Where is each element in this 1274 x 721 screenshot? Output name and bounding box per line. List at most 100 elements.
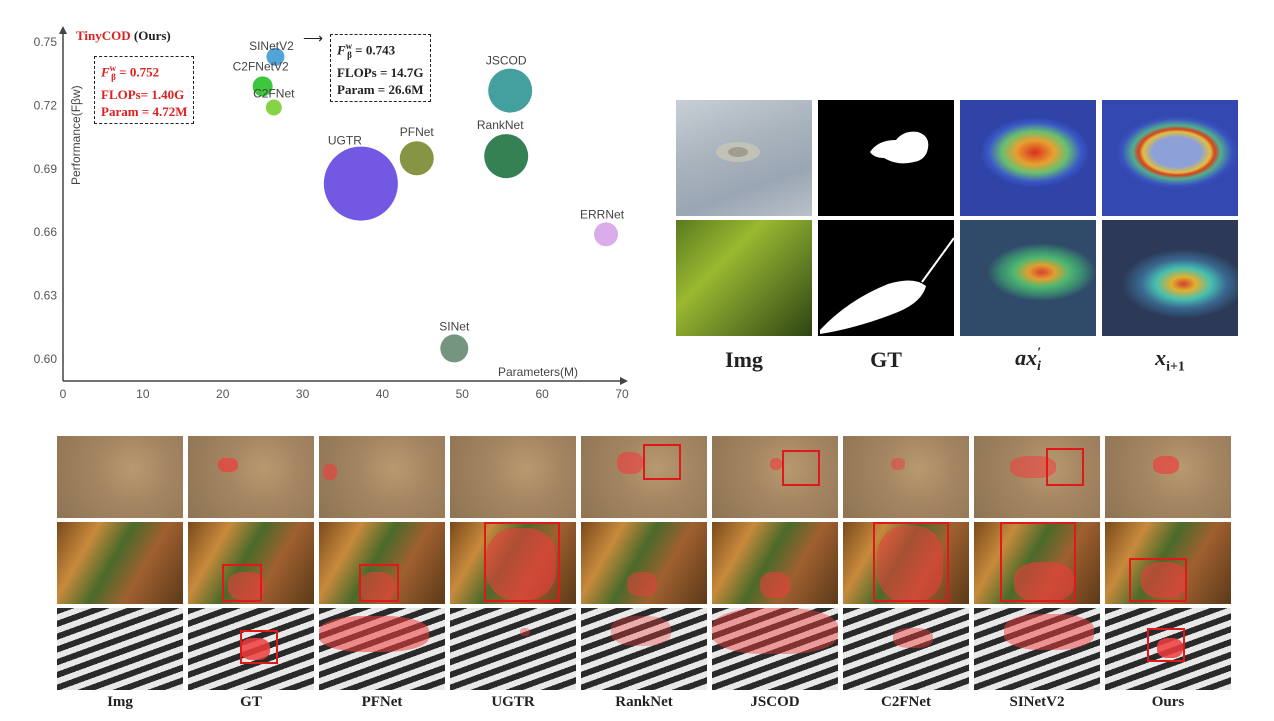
bubble-jscod bbox=[488, 68, 533, 113]
ax-sub: i bbox=[1037, 359, 1041, 375]
prediction-overlay bbox=[486, 528, 556, 600]
highlight-box bbox=[222, 564, 262, 602]
fbeta-sup: w bbox=[109, 63, 117, 73]
comparison-tile-jscod-row3 bbox=[712, 608, 838, 690]
ours-annotation-box: Fwβ = 0.752 FLOPs= 1.40G Param = 4.72M bbox=[94, 56, 195, 124]
gt-mask bbox=[870, 131, 929, 164]
highlight-box bbox=[1147, 628, 1185, 662]
y-tick-label: 0.60 bbox=[34, 352, 58, 366]
chart-ticks: 0 10 20 30 40 50 60 70 0.60 0.63 0.66 0.69 0.72 0.75 bbox=[34, 35, 629, 401]
fbeta-symbol: F bbox=[101, 64, 110, 80]
label-c2fnet: C2FNet bbox=[253, 87, 295, 101]
prediction-overlay bbox=[228, 572, 264, 600]
y-tick-label: 0.72 bbox=[34, 98, 58, 112]
bubble-ranknet bbox=[484, 134, 529, 179]
prediction-overlay bbox=[520, 628, 530, 636]
prediction-overlay bbox=[611, 616, 671, 646]
sinetv2-param: Param = 26.6M bbox=[337, 81, 424, 97]
bubble-pfnet bbox=[399, 141, 434, 176]
attn-img-row1 bbox=[676, 100, 812, 216]
comparison-tile-jscod-row2 bbox=[712, 522, 838, 604]
prediction-overlay bbox=[359, 572, 395, 602]
comparison-col-label-gt: GT bbox=[240, 694, 262, 710]
attn-img-row2 bbox=[676, 220, 812, 336]
comparison-tile-ours-row2 bbox=[1105, 522, 1231, 604]
comparison-tile-img-row2 bbox=[57, 522, 183, 604]
comparison-tile-c2fnet-row1 bbox=[843, 436, 969, 518]
attn-col-ax: ax′i bbox=[960, 345, 1096, 375]
x-tick-label: 50 bbox=[456, 387, 470, 401]
highlight-box bbox=[873, 522, 949, 602]
bubble-c2fnet bbox=[265, 99, 282, 116]
label-sinetv2: SINetV2 bbox=[249, 39, 294, 53]
comparison-tile-ugtr-row2 bbox=[450, 522, 576, 604]
highlight-box bbox=[782, 450, 820, 486]
bubble-sinet bbox=[440, 334, 469, 363]
comparison-tile-ranknet-row1 bbox=[581, 436, 707, 518]
sinetv2-annotation-box: Fwβ = 0.743 FLOPs = 14.7G Param = 26.6M bbox=[330, 34, 431, 102]
comparison-tile-ours-row3 bbox=[1105, 608, 1231, 690]
ours-param: Param = 4.72M bbox=[101, 103, 188, 119]
bubble-chart: 0 10 20 30 40 50 60 700.600.630.660.690.720.75 … bbox=[34, 26, 629, 401]
prediction-overlay bbox=[893, 628, 933, 648]
prediction-overlay bbox=[1014, 562, 1074, 602]
ours-title: TinyCOD (Ours) bbox=[76, 28, 171, 44]
x-sub: i+1 bbox=[1166, 359, 1185, 375]
ours-fbeta: Fwβ = 0.752 bbox=[101, 60, 187, 86]
label-pfnet: PFNet bbox=[400, 125, 435, 139]
bubble-c2fnetv2 bbox=[252, 76, 273, 97]
sand-crab-image bbox=[716, 142, 760, 162]
comparison-col-label-sinetv2: SINetV2 bbox=[1009, 694, 1065, 710]
prediction-overlay bbox=[617, 452, 643, 474]
y-tick-label: 0.63 bbox=[34, 289, 58, 303]
attn-x-row1 bbox=[1102, 100, 1238, 216]
x-tick-label: 40 bbox=[376, 387, 390, 401]
comparison-tile-pfnet-row2 bbox=[319, 522, 445, 604]
highlight-box bbox=[484, 522, 560, 602]
fbeta-symbol: F bbox=[337, 42, 346, 58]
ours-flops: FLOPs= 1.40G bbox=[101, 86, 185, 102]
ours-title-suffix: (Ours) bbox=[130, 28, 171, 43]
y-tick-label: 0.66 bbox=[34, 225, 58, 239]
prediction-overlay bbox=[240, 638, 270, 660]
prediction-overlay bbox=[712, 608, 838, 654]
y-axis-label: Performance(Fβw) bbox=[69, 85, 83, 185]
attn-x-row2 bbox=[1102, 220, 1238, 336]
comparison-tile-img-row1 bbox=[57, 436, 183, 518]
fbeta-sub: β bbox=[111, 71, 116, 82]
highlight-box bbox=[1046, 448, 1084, 486]
prediction-overlay bbox=[1141, 562, 1187, 598]
comparison-tile-ranknet-row3 bbox=[581, 608, 707, 690]
bubble-errnet bbox=[594, 222, 619, 247]
comparison-tile-ugtr-row1 bbox=[450, 436, 576, 518]
x-tick-label: 60 bbox=[535, 387, 549, 401]
attn-col-x: xi+1 bbox=[1102, 345, 1238, 375]
comparison-tile-sinetv2-row2 bbox=[974, 522, 1100, 604]
prediction-overlay bbox=[1153, 456, 1179, 474]
gt-mask bbox=[820, 237, 954, 334]
label-c2fnetv2: C2FNetV2 bbox=[233, 59, 289, 73]
comparison-col-label-pfnet: PFNet bbox=[361, 694, 403, 710]
comparison-tile-ranknet-row2 bbox=[581, 522, 707, 604]
comparison-tile-pfnet-row3 bbox=[319, 608, 445, 690]
highlight-box bbox=[240, 630, 278, 664]
x-main: x bbox=[1155, 345, 1167, 370]
prediction-overlay bbox=[218, 458, 238, 472]
x-tick-label: 70 bbox=[615, 387, 629, 401]
ours-title-highlight: TinyCOD bbox=[76, 28, 131, 43]
label-ranknet: RankNet bbox=[477, 118, 524, 132]
comparison-tile-gt-row3 bbox=[188, 608, 314, 690]
sinetv2-fbeta-value: = 0.743 bbox=[355, 42, 396, 58]
chart-point-labels: SINetV2 C2FNetV2 C2FNet JSCOD UGTR PFNet RankN… bbox=[233, 39, 625, 334]
comparison-col-label-c2fnet: C2FNet bbox=[881, 694, 931, 710]
ours-fbeta-value: = 0.752 bbox=[119, 64, 160, 80]
label-ugtr: UGTR bbox=[328, 134, 362, 148]
highlight-box bbox=[359, 564, 399, 602]
comparison-tile-pfnet-row1 bbox=[319, 436, 445, 518]
sinetv2-fbeta: Fwβ = 0.743 bbox=[337, 38, 424, 64]
prediction-overlay bbox=[770, 458, 782, 470]
comparison-tile-gt-row1 bbox=[188, 436, 314, 518]
fbeta-sup: w bbox=[345, 41, 353, 51]
prediction-overlay bbox=[877, 526, 943, 602]
x-tick-label: 30 bbox=[296, 387, 310, 401]
